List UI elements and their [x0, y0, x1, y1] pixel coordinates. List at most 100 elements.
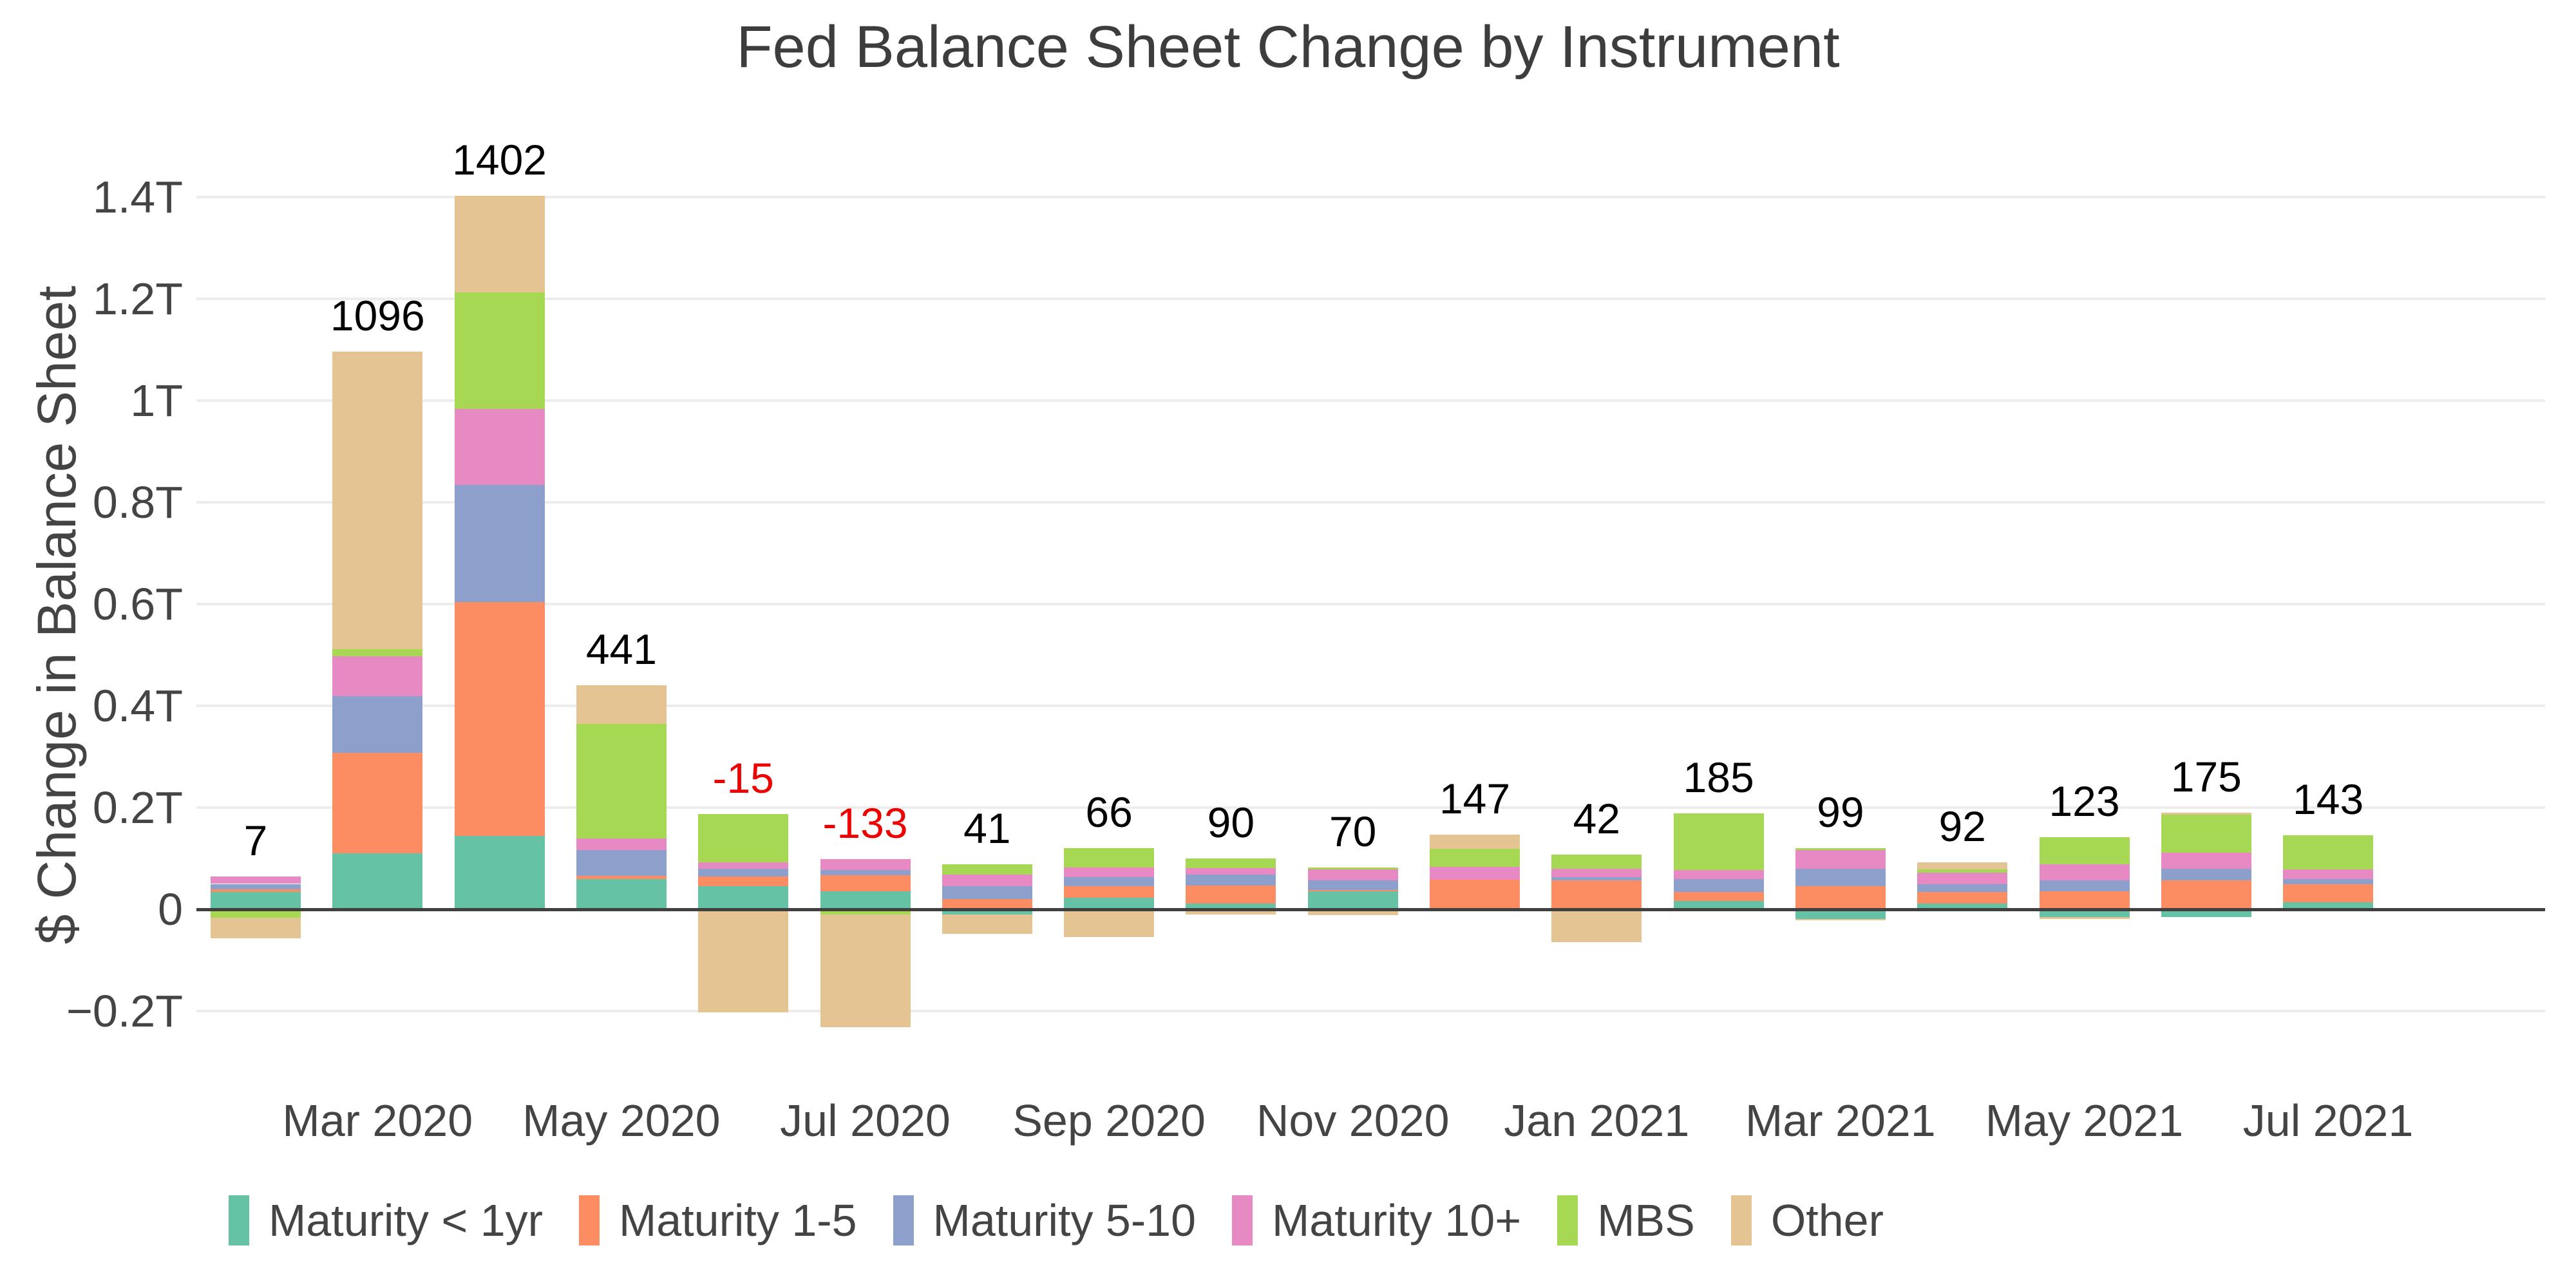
bar-segment-other[interactable] — [211, 917, 301, 938]
bar-segment-maturity-5-10[interactable] — [332, 696, 423, 753]
bar-segment-maturity-5-10[interactable] — [1917, 884, 2008, 893]
bar-segment-maturity-1yr[interactable] — [1064, 897, 1155, 909]
bar-segment-maturity-1-5[interactable] — [454, 601, 545, 837]
bar-segment-maturity-1-5[interactable] — [332, 752, 423, 854]
bar-segment-other[interactable] — [576, 685, 667, 724]
bar-segment-mbs[interactable] — [454, 292, 545, 410]
bar-segment-maturity-10-[interactable] — [1186, 868, 1276, 875]
bar-segment-mbs[interactable] — [820, 909, 911, 914]
bar-segment-maturity-1-5[interactable] — [820, 875, 911, 892]
bar-segment-maturity-1-5[interactable] — [2283, 884, 2374, 902]
bar-segment-maturity-1yr[interactable] — [698, 886, 789, 909]
bar-segment-maturity-10-[interactable] — [942, 875, 1032, 887]
bar-segment-maturity-1yr[interactable] — [2039, 909, 2130, 917]
bar-segment-mbs[interactable] — [576, 724, 667, 839]
bar-segment-maturity-10-[interactable] — [332, 656, 423, 696]
bar-segment-maturity-1yr[interactable] — [2283, 902, 2374, 909]
bar-segment-maturity-1-5[interactable] — [2039, 891, 2130, 909]
bar-segment-maturity-1-5[interactable] — [942, 899, 1032, 909]
bar-segment-maturity-5-10[interactable] — [1186, 875, 1276, 886]
bar-segment-maturity-1-5[interactable] — [1551, 880, 1642, 909]
bar-segment-maturity-1-5[interactable] — [2161, 880, 2251, 909]
bar-segment-other[interactable] — [2039, 916, 2130, 919]
bar-segment-other[interactable] — [454, 196, 545, 292]
bar-segment-mbs[interactable] — [1307, 867, 1398, 870]
bar-segment-maturity-10-[interactable] — [2161, 852, 2251, 869]
bar-segment-mbs[interactable] — [2161, 815, 2251, 853]
bar-segment-maturity-10-[interactable] — [1430, 867, 1520, 880]
bar-segment-maturity-1-5[interactable] — [1673, 892, 1764, 901]
bar-segment-maturity-1-5[interactable] — [1307, 889, 1398, 892]
bar-segment-maturity-10-[interactable] — [2283, 869, 2374, 879]
legend-item-maturity-1-5[interactable]: Maturity 1-5 — [578, 1195, 857, 1245]
bar-segment-other[interactable] — [332, 352, 423, 649]
bar-segment-maturity-5-10[interactable] — [1795, 868, 1886, 886]
bar-segment-maturity-5-10[interactable] — [942, 886, 1032, 900]
bar-segment-mbs[interactable] — [2283, 835, 2374, 869]
bar-segment-maturity-1yr[interactable] — [820, 891, 911, 909]
bar-segment-maturity-5-10[interactable] — [2039, 880, 2130, 891]
bar-segment-maturity-10-[interactable] — [698, 862, 789, 869]
bar-segment-mbs[interactable] — [2039, 837, 2130, 864]
bar-segment-other[interactable] — [1064, 909, 1155, 937]
bar-segment-maturity-5-10[interactable] — [454, 485, 545, 602]
bar-segment-maturity-10-[interactable] — [576, 838, 667, 851]
bar-segment-maturity-1-5[interactable] — [1917, 892, 2008, 904]
bar-segment-maturity-1yr[interactable] — [211, 892, 301, 909]
bar-segment-maturity-10-[interactable] — [1673, 870, 1764, 880]
bar-segment-other[interactable] — [2161, 812, 2251, 815]
bar-segment-maturity-1-5[interactable] — [1430, 880, 1520, 908]
bar-segment-mbs[interactable] — [1673, 813, 1764, 871]
bar-segment-other[interactable] — [1186, 909, 1276, 914]
bar-segment-maturity-10-[interactable] — [454, 409, 545, 486]
bar-segment-maturity-1yr[interactable] — [1307, 891, 1398, 909]
bar-segment-mbs[interactable] — [1795, 848, 1886, 851]
bar-segment-other[interactable] — [698, 909, 789, 1012]
bar-segment-other[interactable] — [1551, 909, 1642, 943]
bar-segment-maturity-10-[interactable] — [820, 858, 911, 871]
bar-segment-maturity-5-10[interactable] — [1307, 880, 1398, 890]
bar-segment-other[interactable] — [1917, 862, 2008, 870]
bar-segment-maturity-5-10[interactable] — [1673, 879, 1764, 893]
bar-segment-maturity-5-10[interactable] — [1064, 877, 1155, 886]
bar-segment-other[interactable] — [820, 914, 911, 1028]
bar-segment-maturity-1yr[interactable] — [1795, 909, 1886, 919]
bar-segment-maturity-1-5[interactable] — [1064, 886, 1155, 898]
bar-segment-maturity-1-5[interactable] — [576, 875, 667, 879]
bar-segment-other[interactable] — [942, 914, 1032, 934]
bar-segment-maturity-10-[interactable] — [1064, 867, 1155, 878]
bar-segment-maturity-1yr[interactable] — [1673, 900, 1764, 909]
legend-item-maturity-10-[interactable]: Maturity 10+ — [1232, 1195, 1521, 1245]
bar-segment-maturity-1yr[interactable] — [1917, 904, 2008, 909]
bar-segment-maturity-10-[interactable] — [2039, 864, 2130, 880]
bar-segment-maturity-5-10[interactable] — [2161, 868, 2251, 880]
bar-segment-maturity-1yr[interactable] — [942, 909, 1032, 914]
bar-segment-mbs[interactable] — [1186, 858, 1276, 868]
legend-item-mbs[interactable]: MBS — [1557, 1195, 1695, 1245]
bar-segment-mbs[interactable] — [942, 864, 1032, 875]
bar-segment-maturity-10-[interactable] — [211, 876, 301, 884]
bar-segment-maturity-1yr[interactable] — [332, 853, 423, 909]
bar-segment-maturity-1yr[interactable] — [576, 878, 667, 909]
bar-segment-maturity-1yr[interactable] — [454, 836, 545, 909]
bar-segment-maturity-1-5[interactable] — [211, 889, 301, 893]
bar-segment-mbs[interactable] — [1064, 848, 1155, 868]
bar-segment-mbs[interactable] — [1551, 855, 1642, 869]
bar-segment-maturity-10-[interactable] — [1917, 873, 2008, 885]
bar-segment-maturity-5-10[interactable] — [2283, 878, 2374, 885]
bar-segment-maturity-10-[interactable] — [1307, 869, 1398, 880]
bar-segment-other[interactable] — [1795, 919, 1886, 920]
bar-segment-mbs[interactable] — [1430, 848, 1520, 867]
bar-segment-maturity-5-10[interactable] — [211, 884, 301, 890]
legend-item-maturity-5-10[interactable]: Maturity 5-10 — [893, 1195, 1196, 1245]
bar-segment-mbs[interactable] — [1917, 869, 2008, 873]
bar-segment-maturity-5-10[interactable] — [1551, 877, 1642, 880]
bar-segment-mbs[interactable] — [332, 649, 423, 657]
bar-segment-maturity-10-[interactable] — [1551, 868, 1642, 878]
bar-segment-maturity-5-10[interactable] — [698, 868, 789, 876]
bar-segment-maturity-5-10[interactable] — [576, 850, 667, 876]
bar-segment-other[interactable] — [1430, 834, 1520, 849]
bar-segment-maturity-1-5[interactable] — [698, 876, 789, 887]
bar-segment-other[interactable] — [1307, 909, 1398, 916]
legend-item-other[interactable]: Other — [1730, 1195, 1884, 1245]
